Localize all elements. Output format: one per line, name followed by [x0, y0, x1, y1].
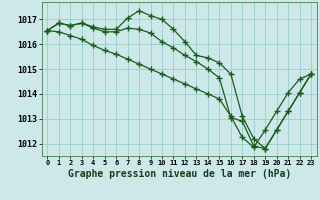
X-axis label: Graphe pression niveau de la mer (hPa): Graphe pression niveau de la mer (hPa) — [68, 169, 291, 179]
